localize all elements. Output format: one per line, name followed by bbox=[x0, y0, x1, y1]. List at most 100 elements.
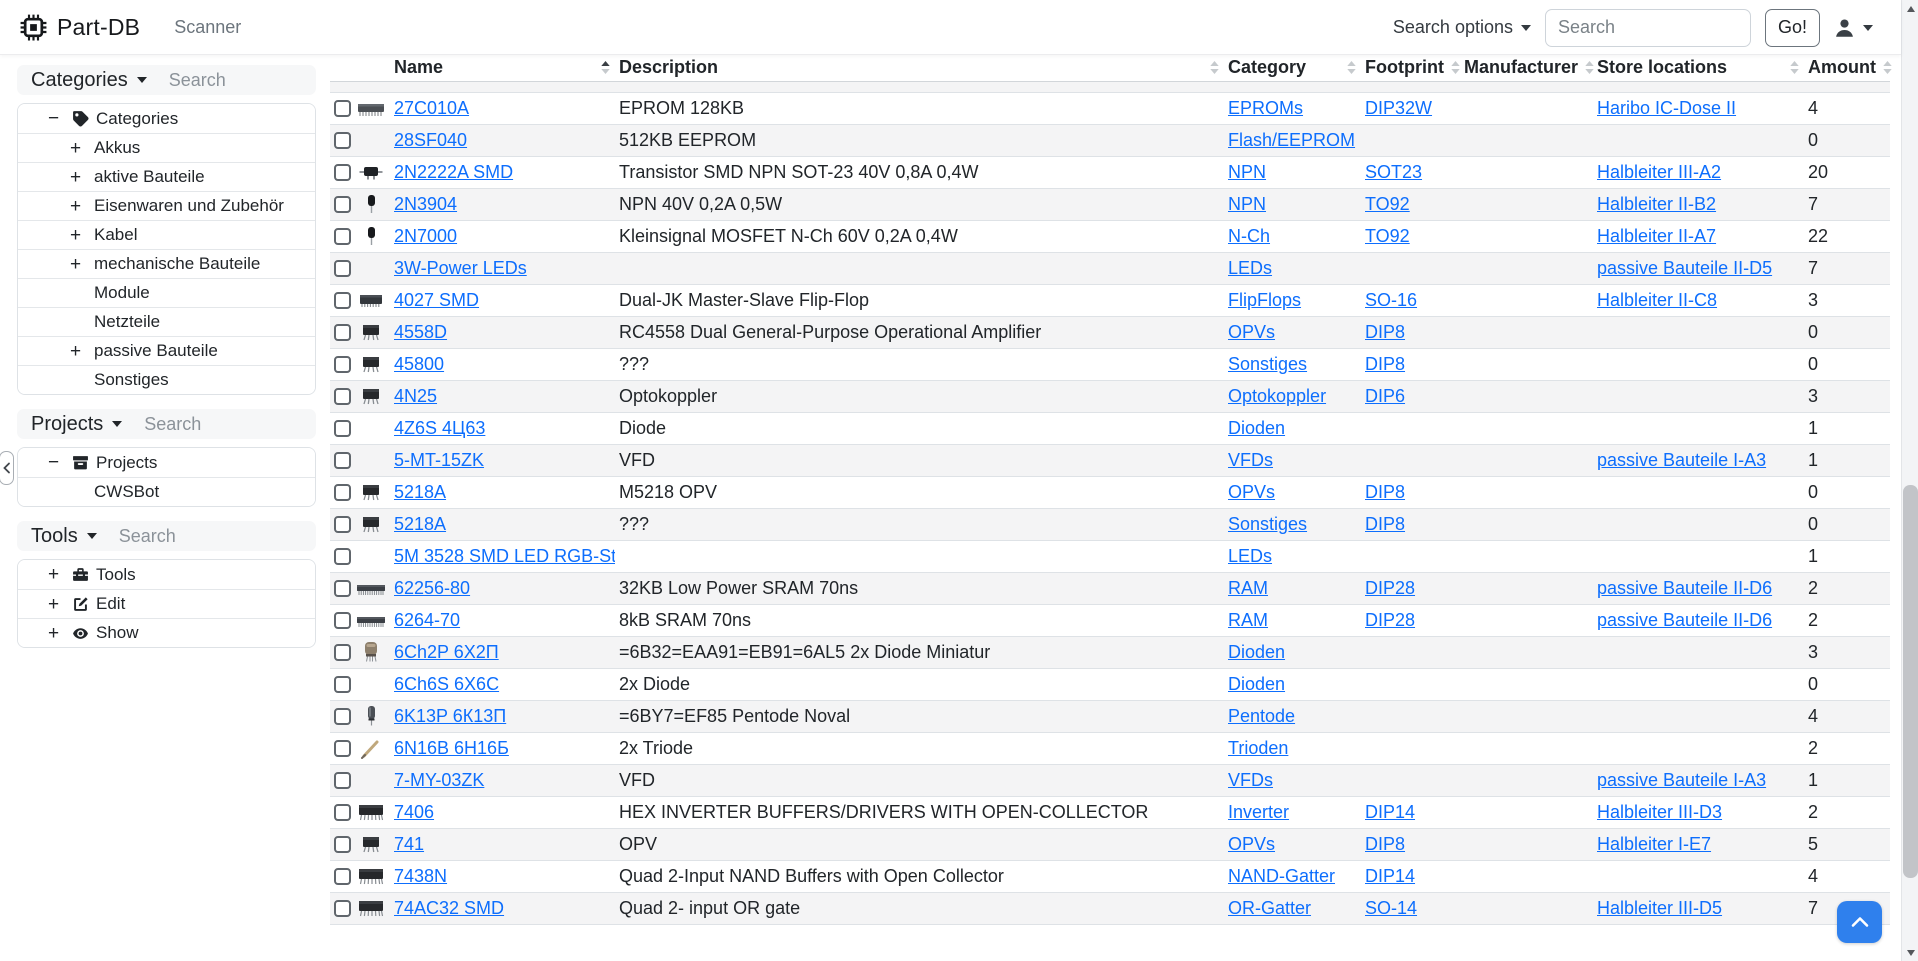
part-name-link[interactable]: 2N7000 bbox=[394, 225, 458, 246]
row-select-checkbox[interactable] bbox=[334, 612, 351, 630]
row-select-checkbox[interactable] bbox=[334, 868, 351, 886]
part-name-link[interactable]: 6Ch6S 6Х6С bbox=[394, 673, 500, 694]
tree-expander[interactable]: − bbox=[48, 108, 60, 129]
footprint-link[interactable]: DIP8 bbox=[1365, 321, 1406, 342]
footprint-link[interactable]: DIP14 bbox=[1365, 865, 1416, 886]
row-select-checkbox[interactable] bbox=[334, 548, 351, 566]
column-header-amount[interactable]: Amount bbox=[1804, 55, 1892, 82]
part-name-link[interactable]: 7438N bbox=[394, 865, 448, 886]
row-select-checkbox[interactable] bbox=[334, 356, 351, 374]
tree-expander[interactable]: + bbox=[48, 622, 60, 644]
tree-item-cwsbot[interactable]: CWSBot bbox=[18, 477, 315, 506]
tree-expander[interactable]: + bbox=[70, 224, 82, 246]
part-name-link[interactable]: 2N2222A SMD bbox=[394, 161, 514, 182]
category-link[interactable]: Pentode bbox=[1228, 705, 1296, 726]
category-link[interactable]: FlipFlops bbox=[1228, 289, 1302, 310]
footprint-link[interactable]: DIP8 bbox=[1365, 481, 1406, 502]
category-link[interactable]: N-Ch bbox=[1228, 225, 1271, 246]
scrollbar-down-arrow[interactable] bbox=[1902, 944, 1918, 961]
row-select-checkbox[interactable] bbox=[334, 804, 351, 822]
category-link[interactable]: OPVs bbox=[1228, 833, 1276, 854]
tree-item-show[interactable]: + Show bbox=[18, 618, 315, 647]
store-location-link[interactable]: Halbleiter II-A7 bbox=[1597, 225, 1717, 246]
category-link[interactable]: Inverter bbox=[1228, 801, 1290, 822]
category-link[interactable]: NPN bbox=[1228, 193, 1267, 214]
footprint-link[interactable]: DIP8 bbox=[1365, 353, 1406, 374]
category-link[interactable]: EPROMs bbox=[1228, 97, 1304, 118]
category-link[interactable]: Trioden bbox=[1228, 737, 1289, 758]
tree-expander[interactable]: − bbox=[48, 452, 60, 473]
tree-expander[interactable]: + bbox=[48, 564, 60, 585]
store-location-link[interactable]: Halbleiter I-E7 bbox=[1597, 833, 1712, 854]
row-select-checkbox[interactable] bbox=[334, 324, 351, 342]
store-location-link[interactable]: passive Bauteile II-D5 bbox=[1597, 257, 1773, 278]
store-location-link[interactable]: Halbleiter II-B2 bbox=[1597, 193, 1717, 214]
part-name-link[interactable]: 4027 SMD bbox=[394, 289, 480, 310]
store-location-link[interactable]: passive Bauteile I-A3 bbox=[1597, 449, 1767, 470]
row-select-checkbox[interactable] bbox=[334, 708, 351, 726]
category-link[interactable]: Dioden bbox=[1228, 673, 1286, 694]
part-name-link[interactable]: 7406 bbox=[394, 801, 435, 822]
tree-item-module[interactable]: Module bbox=[18, 278, 315, 307]
row-select-checkbox[interactable] bbox=[334, 196, 351, 214]
part-name-link[interactable]: 6Ch2P 6Х2П bbox=[394, 641, 499, 662]
part-name-link[interactable]: 62256-80 bbox=[394, 577, 471, 598]
tree-expander[interactable]: + bbox=[70, 340, 82, 362]
footprint-link[interactable]: SO-14 bbox=[1365, 897, 1418, 918]
column-header-description[interactable]: Description bbox=[615, 55, 1224, 82]
store-location-link[interactable]: Halbleiter II-C8 bbox=[1597, 289, 1718, 310]
user-menu[interactable] bbox=[1834, 17, 1873, 38]
tree-item-netzteile[interactable]: Netzteile bbox=[18, 307, 315, 336]
store-location-link[interactable]: Haribo IC-Dose II bbox=[1597, 97, 1737, 118]
category-link[interactable]: LEDs bbox=[1228, 257, 1273, 278]
category-link[interactable]: Sonstiges bbox=[1228, 513, 1308, 534]
store-location-link[interactable]: Halbleiter III-D5 bbox=[1597, 897, 1723, 918]
sidebar-collapse-handle[interactable] bbox=[0, 451, 14, 485]
column-header-name[interactable]: Name bbox=[390, 55, 615, 82]
part-name-link[interactable]: 2N3904 bbox=[394, 193, 458, 214]
tree-item-mechanische-bauteile[interactable]: + mechanische Bauteile bbox=[18, 249, 315, 278]
tree-item-kabel[interactable]: + Kabel bbox=[18, 220, 315, 249]
row-select-checkbox[interactable] bbox=[334, 740, 351, 758]
row-select-checkbox[interactable] bbox=[334, 292, 351, 310]
footprint-link[interactable]: DIP14 bbox=[1365, 801, 1416, 822]
go-button[interactable]: Go! bbox=[1764, 8, 1820, 47]
row-select-checkbox[interactable] bbox=[334, 164, 351, 182]
tree-item-passive-bauteile[interactable]: + passive Bauteile bbox=[18, 336, 315, 365]
tree-expander[interactable]: + bbox=[70, 166, 82, 188]
column-header-footprint[interactable]: Footprint bbox=[1361, 55, 1460, 82]
part-name-link[interactable]: 6K13P 6К13П bbox=[394, 705, 507, 726]
row-select-checkbox[interactable] bbox=[334, 228, 351, 246]
tree-item-projects[interactable]: − Projects bbox=[18, 448, 315, 477]
footprint-link[interactable]: TO92 bbox=[1365, 193, 1410, 214]
category-link[interactable]: RAM bbox=[1228, 609, 1268, 630]
store-location-link[interactable]: Halbleiter III-A2 bbox=[1597, 161, 1722, 182]
store-location-link[interactable]: passive Bauteile II-D6 bbox=[1597, 609, 1773, 630]
part-name-link[interactable]: 5-MT-15ZK bbox=[394, 449, 485, 470]
column-header-store-locations[interactable]: Store locations bbox=[1593, 55, 1804, 82]
footprint-link[interactable]: DIP8 bbox=[1365, 513, 1406, 534]
category-link[interactable]: OPVs bbox=[1228, 481, 1276, 502]
tree-item-tools[interactable]: + Tools bbox=[18, 560, 315, 589]
part-name-link[interactable]: 4N25 bbox=[394, 385, 438, 406]
row-select-checkbox[interactable] bbox=[334, 388, 351, 406]
row-select-checkbox[interactable] bbox=[334, 772, 351, 790]
part-name-link[interactable]: 5M 3528 SMD LED RGB-Strip bbox=[394, 545, 615, 566]
scrollbar-thumb[interactable] bbox=[1903, 485, 1918, 878]
footprint-link[interactable]: DIP28 bbox=[1365, 609, 1416, 630]
tree-item-eisenwaren-und-zubehör[interactable]: + Eisenwaren und Zubehör bbox=[18, 191, 315, 220]
panel-title[interactable]: Projects bbox=[31, 413, 123, 436]
row-select-checkbox[interactable] bbox=[334, 484, 351, 502]
search-options-dropdown[interactable]: Search options bbox=[1393, 17, 1531, 38]
part-name-link[interactable]: 741 bbox=[394, 833, 425, 854]
tree-item-akkus[interactable]: + Akkus bbox=[18, 133, 315, 162]
part-name-link[interactable]: 5218A bbox=[394, 513, 447, 534]
row-select-checkbox[interactable] bbox=[334, 260, 351, 278]
category-link[interactable]: Flash/EEPROM bbox=[1228, 129, 1356, 150]
part-name-link[interactable]: 74AC32 SMD bbox=[394, 897, 505, 918]
app-title[interactable]: Part-DB bbox=[57, 13, 141, 40]
category-link[interactable]: NAND-Gatter bbox=[1228, 865, 1336, 886]
scroll-to-top-button[interactable] bbox=[1837, 901, 1882, 943]
scrollbar-up-arrow[interactable] bbox=[1902, 0, 1918, 17]
row-select-checkbox[interactable] bbox=[334, 836, 351, 854]
